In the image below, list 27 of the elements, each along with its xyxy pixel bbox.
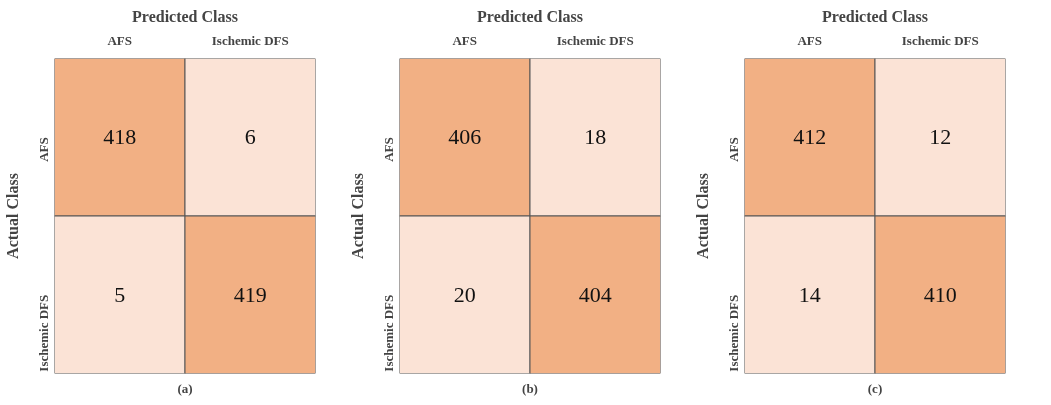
y-axis-title: Actual Class xyxy=(693,173,711,259)
annotation: (c) xyxy=(867,380,883,396)
data-label: 410 xyxy=(923,281,957,307)
data-label: 412 xyxy=(793,124,827,150)
data-label: 418 xyxy=(103,124,137,150)
data-label: 404 xyxy=(578,281,612,307)
x-tick-label: Ischemic DFS xyxy=(901,32,979,48)
annotation: (a) xyxy=(177,380,193,396)
chart-title: Predicted Class xyxy=(132,7,238,25)
chart-title: Predicted Class xyxy=(822,7,928,25)
data-label: 18 xyxy=(584,124,607,150)
x-tick-label: AFS xyxy=(797,32,823,48)
data-label: 14 xyxy=(798,281,821,307)
data-label: 12 xyxy=(929,124,952,150)
data-label: 6 xyxy=(244,124,256,150)
data-label: 5 xyxy=(114,281,126,307)
x-tick-label: Ischemic DFS xyxy=(211,32,289,48)
data-label: 419 xyxy=(233,281,267,307)
data-label: 406 xyxy=(448,124,482,150)
annotation: (b) xyxy=(522,380,538,396)
x-tick-label: AFS xyxy=(452,32,478,48)
chart-title: Predicted Class xyxy=(477,7,583,25)
x-tick-label: Ischemic DFS xyxy=(556,32,634,48)
y-axis-title: Actual Class xyxy=(348,173,366,259)
x-tick-label: AFS xyxy=(107,32,133,48)
data-label: 20 xyxy=(453,281,476,307)
y-axis-title: Actual Class xyxy=(3,173,21,259)
